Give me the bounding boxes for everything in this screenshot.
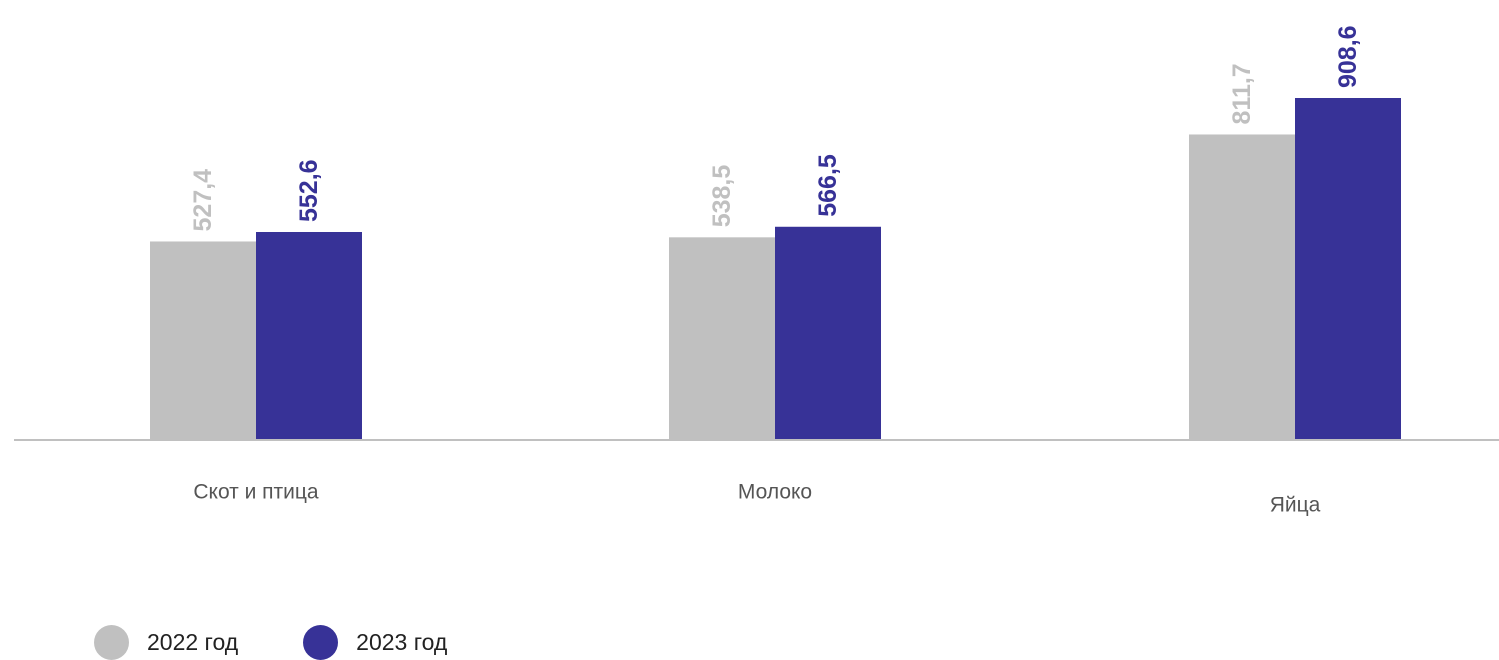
bars-group — [150, 98, 1401, 440]
category-label-1: Скот и птица — [193, 481, 319, 504]
value-label-2023-год-1: 552,6 — [295, 159, 323, 222]
bar-2022-год-3 — [1189, 134, 1295, 440]
legend-item-2023: 2023 год — [303, 624, 448, 660]
value-label-2022-год-1: 527,4 — [189, 169, 217, 232]
bar-2022-год-1 — [150, 241, 256, 440]
bar-2023-год-2 — [775, 226, 881, 440]
value-label-2022-год-3: 811,7 — [1228, 63, 1256, 124]
category-label-2: Молоко — [738, 481, 812, 504]
legend: 2022 год 2023 год — [94, 624, 512, 660]
legend-label-2022: 2022 год — [147, 628, 239, 655]
legend-swatch-2023 — [303, 624, 339, 660]
bar-2023-год-1 — [256, 231, 362, 440]
legend-label-2023: 2023 год — [356, 628, 448, 655]
value-label-2022-год-2: 538,5 — [708, 165, 736, 228]
legend-item-2022: 2022 год — [94, 624, 239, 660]
legend-swatch-2022 — [94, 624, 129, 660]
value-labels-group: 527,4 552,6 538,5 566,5 811,7 908,6 — [189, 25, 1362, 231]
bar-chart: 527,4 552,6 538,5 566,5 811,7 908,6 Скот и пт… — [14, 25, 1499, 517]
bar-2023-год-3 — [1295, 98, 1401, 440]
category-label-3: Яйца — [1270, 494, 1321, 517]
value-label-2023-год-3: 908,6 — [1334, 25, 1362, 88]
category-labels-group: Скот и птица Молоко Яйца — [193, 481, 1320, 517]
value-label-2023-год-2: 566,5 — [814, 154, 842, 217]
bar-2022-год-2 — [669, 237, 775, 440]
